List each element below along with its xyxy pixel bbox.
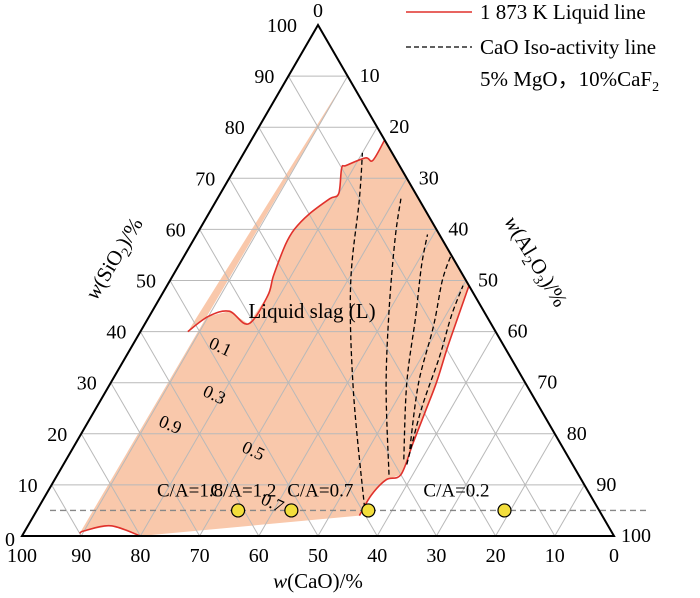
grid-line-cao bbox=[169, 280, 319, 537]
tick-sio2-90: 90 bbox=[254, 66, 274, 88]
liquid-region bbox=[79, 76, 469, 536]
tick-sio2-40: 40 bbox=[106, 322, 126, 344]
grid-line-al2o3 bbox=[199, 178, 408, 537]
tick-cao-80: 80 bbox=[130, 545, 150, 567]
tick-sio2-70: 70 bbox=[195, 168, 215, 190]
point-C/A=0.7 bbox=[361, 503, 376, 518]
point-label-C/A=1.8: C/A=1.8 bbox=[157, 480, 223, 501]
point-C/A=0.2 bbox=[497, 503, 512, 518]
tick-cao-100: 100 bbox=[7, 545, 37, 567]
liquidus-line-left bbox=[358, 285, 470, 517]
tick-al2o3-60: 60 bbox=[508, 321, 528, 343]
grid-line-cao bbox=[51, 484, 82, 537]
legend-liquid-label: 1 873 K Liquid line bbox=[480, 0, 646, 24]
iso-activity-line-0.3 bbox=[385, 198, 402, 475]
tick-cao-10: 10 bbox=[545, 545, 565, 567]
liquidus-lines bbox=[79, 139, 470, 536]
grid-line-al2o3 bbox=[495, 433, 556, 537]
triangle-outline bbox=[20, 23, 616, 537]
tick-corner-zero: 0 bbox=[5, 529, 15, 551]
grid-line-al2o3 bbox=[80, 75, 349, 537]
tick-sio2-20: 20 bbox=[47, 424, 67, 446]
point-label-C/A=1.2: C/A=1.2 bbox=[210, 480, 276, 501]
grid-line-cao bbox=[139, 331, 260, 537]
tick-al2o3-20: 20 bbox=[389, 116, 409, 138]
iso-activity-line-0.1 bbox=[349, 152, 367, 516]
legend-conditions: 5% MgO，10%CaF2 bbox=[480, 67, 659, 95]
tick-sio2-30: 30 bbox=[77, 373, 97, 395]
tick-sio2-60: 60 bbox=[166, 219, 186, 241]
iso-activity-line-0.9 bbox=[406, 285, 464, 465]
tick-al2o3-100: 100 bbox=[621, 525, 651, 547]
tick-al2o3-70: 70 bbox=[537, 372, 557, 394]
liquid-slag-region bbox=[79, 76, 469, 536]
tick-cao-60: 60 bbox=[249, 545, 269, 567]
grid-line-cao bbox=[80, 433, 141, 537]
tick-sio2-100: 100 bbox=[267, 15, 297, 37]
point-C/A=1.2 bbox=[284, 503, 299, 518]
liquidus-line-upper bbox=[79, 524, 141, 536]
tick-al2o3-30: 30 bbox=[419, 167, 439, 189]
grid-line-al2o3 bbox=[376, 331, 497, 537]
composition-points: C/A=1.8C/A=1.2 C/A=0.7 C/A=0.2 bbox=[157, 480, 512, 518]
axis-label-al2o3: w(Al2O3)/% bbox=[496, 212, 572, 313]
point-label-C/A=0.7: C/A=0.7 bbox=[287, 480, 353, 501]
tick-labels: 1020304050607080901000102030405060708090… bbox=[5, 0, 651, 567]
tick-cao-40: 40 bbox=[367, 545, 387, 567]
tick-al2o3-80: 80 bbox=[567, 423, 587, 445]
tick-cao-30: 30 bbox=[426, 545, 446, 567]
tick-sio2-10: 10 bbox=[18, 475, 38, 497]
grid-line-al2o3 bbox=[317, 280, 467, 537]
legend: 1 873 K Liquid line CaO Iso-activity line… bbox=[406, 0, 659, 95]
tick-sio2-80: 80 bbox=[225, 117, 245, 139]
iso-activity-line-0.7 bbox=[409, 254, 452, 450]
tick-cao-90: 90 bbox=[71, 545, 91, 567]
tick-sio2-50: 50 bbox=[136, 271, 156, 293]
point-C/A=1.8 bbox=[230, 503, 246, 518]
liquidus-line-right bbox=[187, 139, 386, 333]
grid-line-cao bbox=[228, 178, 437, 537]
grid-line-al2o3 bbox=[435, 382, 526, 537]
triangle-frame bbox=[20, 23, 650, 537]
tick-cao-20: 20 bbox=[486, 545, 506, 567]
tick-cao-50: 50 bbox=[308, 545, 328, 567]
tick-al2o3-0: 0 bbox=[313, 0, 323, 22]
grid-line-al2o3 bbox=[554, 484, 585, 537]
iso-activity-line-0.5 bbox=[403, 234, 429, 460]
region-label: Liquid slag (L) bbox=[248, 299, 375, 323]
tick-al2o3-50: 50 bbox=[478, 270, 498, 292]
tick-al2o3-40: 40 bbox=[448, 218, 468, 240]
tick-al2o3-90: 90 bbox=[596, 474, 616, 496]
chart-labels: Liquid slag (L)0.10.30.90.50.7w(SiO2)/% w… bbox=[80, 212, 572, 593]
axis-label-cao: w(CaO)/% bbox=[273, 569, 363, 593]
iso-activity-lines bbox=[349, 152, 464, 516]
point-label-C/A=0.2: C/A=0.2 bbox=[423, 480, 489, 501]
legend-iso-label: CaO Iso-activity line bbox=[480, 35, 656, 59]
tick-al2o3-10: 10 bbox=[360, 65, 380, 87]
tick-cao-70: 70 bbox=[190, 545, 210, 567]
grid-line-cao bbox=[287, 75, 556, 537]
tick-cao-0: 0 bbox=[609, 545, 619, 567]
